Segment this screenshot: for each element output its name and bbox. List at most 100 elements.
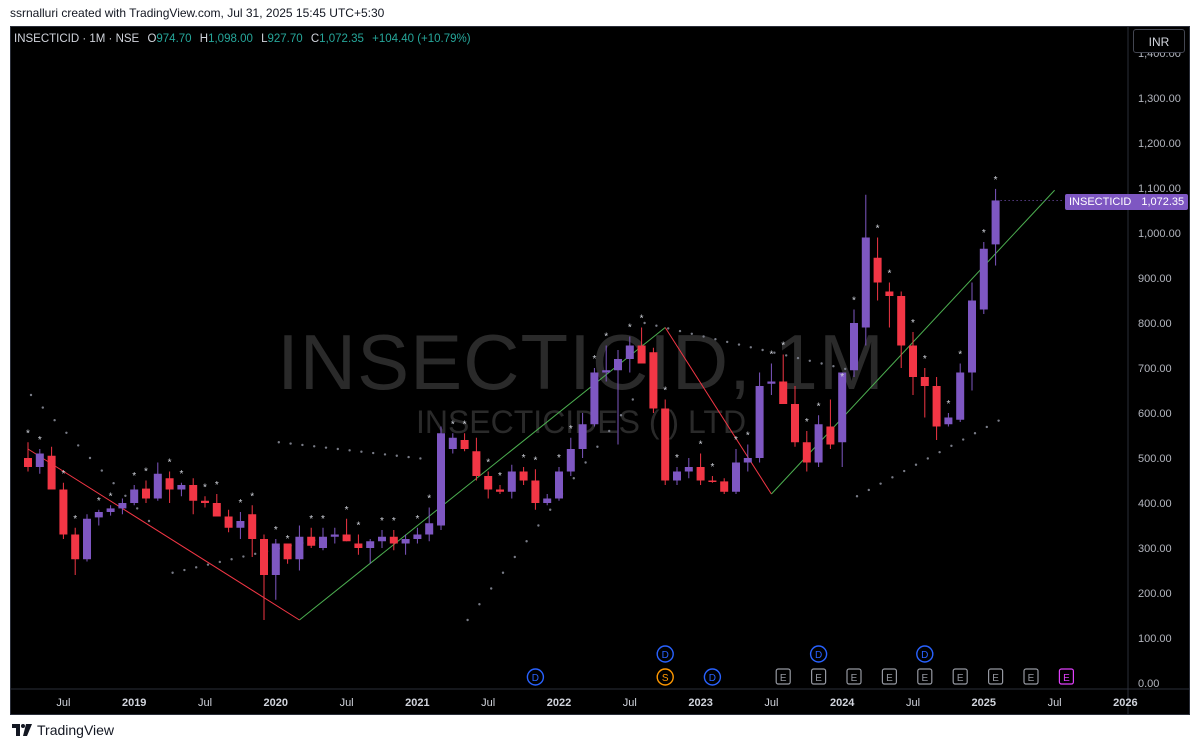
star-marker: * — [982, 228, 986, 239]
price-tag-symbol: INSECTICID — [1069, 196, 1132, 208]
candle-body — [201, 500, 209, 503]
sar-dot — [773, 351, 776, 354]
tradingview-logo[interactable]: TradingView — [12, 722, 114, 738]
candle-body — [519, 471, 528, 481]
candle-body — [260, 539, 268, 575]
candle-body — [968, 300, 976, 373]
sar-dot — [372, 451, 375, 455]
candle-body — [838, 372, 847, 443]
star-marker: * — [321, 514, 325, 525]
candle-body — [448, 437, 457, 449]
split-marker — [656, 668, 674, 686]
candle-body — [271, 543, 280, 575]
earnings-marker — [952, 668, 968, 685]
candle-body — [24, 458, 32, 467]
currency-button[interactable]: INR — [1133, 29, 1185, 53]
star-marker: * — [356, 521, 360, 532]
candle-body — [47, 455, 56, 490]
sar-dot — [537, 524, 540, 527]
star-marker: * — [486, 458, 490, 469]
y-tick-label: 900.00 — [1138, 273, 1172, 285]
candle-body — [909, 345, 917, 377]
ohlc-legend: INSECTICID · 1M · NSE O974.70 H1,098.00 … — [14, 33, 471, 45]
candle-body — [944, 417, 953, 425]
earnings-marker — [917, 668, 933, 685]
star-marker: * — [663, 386, 667, 397]
candle-body — [59, 489, 68, 535]
candle-body — [354, 543, 363, 548]
top-credit-bar: ssrnalluri created with TradingView.com,… — [0, 0, 1200, 26]
sar-dot — [301, 443, 304, 447]
sar-dot — [749, 346, 752, 349]
trend-line — [664, 327, 772, 495]
sar-dot — [820, 362, 823, 365]
sar-dot — [289, 442, 292, 445]
sar-dot — [195, 566, 198, 569]
star-marker: * — [38, 435, 42, 446]
event-marker-letter: E — [1028, 673, 1035, 684]
candle-body — [743, 458, 752, 463]
star-marker: * — [604, 332, 608, 343]
candle-body — [779, 381, 788, 404]
event-marker-letter: E — [921, 673, 928, 684]
candle-body — [118, 503, 127, 509]
sar-dot — [737, 343, 741, 346]
star-marker: * — [168, 458, 172, 469]
candle-body — [401, 539, 410, 544]
high-value: 1,098.00 — [208, 33, 253, 45]
candle-body — [83, 518, 91, 560]
candle-body — [673, 471, 681, 481]
candle-body — [496, 489, 504, 492]
candle-body — [71, 534, 80, 560]
dividend-marker — [656, 645, 674, 663]
candle-body — [920, 377, 929, 386]
sar-dot — [183, 568, 186, 572]
candle-body — [991, 200, 1000, 245]
sar-dot — [218, 560, 221, 564]
candle-body — [791, 404, 799, 443]
last-price-tag: INSECTICID 1,072.35 — [1065, 194, 1189, 210]
sar-dot — [855, 495, 859, 498]
star-marker: * — [238, 498, 242, 509]
candle-body — [897, 296, 906, 346]
sar-dot — [171, 571, 174, 574]
low-value: 927.70 — [267, 33, 303, 45]
candle-body — [177, 485, 186, 490]
sar-dot — [926, 457, 929, 460]
candle-body — [224, 516, 233, 528]
star-marker: * — [463, 419, 467, 430]
chart-area[interactable]: INSECTICID, 1M INSECTICIDES (I) LTD — [10, 26, 1190, 715]
x-tick-label: Jul — [623, 697, 637, 709]
footer-bar — [0, 715, 1200, 747]
sar-dot — [348, 449, 351, 452]
candle-body — [566, 449, 575, 472]
candle-body — [189, 485, 198, 501]
star-marker: * — [215, 480, 219, 491]
star-marker: * — [415, 514, 419, 525]
sar-dot — [490, 587, 493, 590]
sar-dot — [631, 398, 634, 401]
tradingview-logo-icon — [12, 724, 32, 736]
sar-dot — [419, 457, 422, 460]
earnings-marker — [1023, 668, 1039, 685]
sar-dot — [619, 414, 623, 417]
star-marker: * — [109, 491, 113, 502]
star-marker: * — [876, 224, 880, 235]
x-tick-label: 2021 — [405, 697, 429, 709]
sar-dot — [136, 507, 139, 510]
candle-body — [932, 386, 941, 427]
x-tick-label: Jul — [56, 697, 70, 709]
sar-dot — [879, 482, 882, 485]
x-tick-label: 2024 — [830, 697, 855, 709]
sar-dot — [277, 441, 280, 444]
x-tick-label: 2026 — [1113, 697, 1137, 709]
star-marker: * — [250, 491, 254, 502]
symbol-label[interactable]: INSECTICID · 1M · NSE — [14, 33, 140, 45]
star-marker: * — [73, 514, 77, 525]
candle-body — [236, 521, 245, 528]
star-marker: * — [179, 469, 183, 480]
sar-dot — [596, 445, 599, 448]
open-value: 974.70 — [156, 33, 192, 45]
candle-body — [330, 534, 339, 537]
